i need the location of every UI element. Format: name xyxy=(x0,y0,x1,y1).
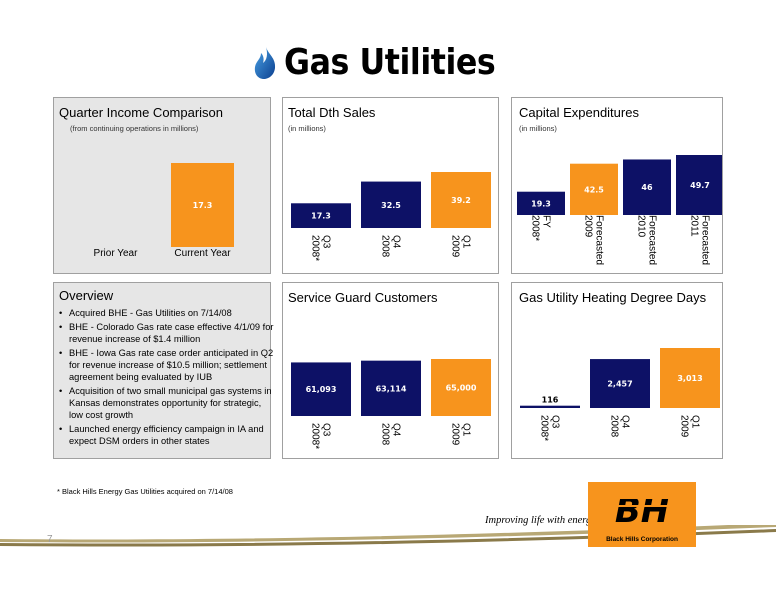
logo-label: Black Hills Corporation xyxy=(606,536,678,543)
bar xyxy=(623,159,671,215)
category-label: 2010 xyxy=(636,215,647,238)
category-label: 2008 xyxy=(380,235,391,258)
category-label: Q1 xyxy=(690,415,701,429)
overview-bullet: Acquisition of two small municipal gas s… xyxy=(59,385,274,422)
quarter-income-subtitle: (from continuing operations in millions) xyxy=(70,124,199,133)
footnote: * Black Hills Energy Gas Utilities acqui… xyxy=(57,487,233,496)
overview-title: Overview xyxy=(59,288,114,303)
bar xyxy=(171,163,234,247)
service-guard-title: Service Guard Customers xyxy=(288,290,438,305)
category-label: 2008* xyxy=(539,415,550,441)
category-label: 2008 xyxy=(380,423,391,446)
company-logo: BH Black Hills Corporation xyxy=(588,482,696,547)
capex-panel xyxy=(511,97,723,274)
degree-days-panel xyxy=(511,282,723,459)
data-label: 32.5 xyxy=(381,201,401,210)
bar xyxy=(590,359,650,408)
category-label: 2008* xyxy=(310,235,321,261)
data-label: 17.3 xyxy=(193,201,213,210)
total-dth-title: Total Dth Sales xyxy=(288,105,376,120)
overview-bullet: BHE - Colorado Gas rate case effective 4… xyxy=(59,321,274,345)
page-number: 7 xyxy=(47,534,53,545)
service-guard-panel xyxy=(282,282,499,459)
overview-bullet: Launched energy efficiency campaign in I… xyxy=(59,423,274,447)
page-title-block: Gas Utilities xyxy=(0,42,776,85)
data-label: 49.7 xyxy=(690,181,710,190)
category-label: Q1 xyxy=(461,235,472,249)
category-label: 2011 xyxy=(689,215,700,237)
bar xyxy=(431,172,491,228)
category-label: 2009 xyxy=(679,415,690,438)
total-dth-panel xyxy=(282,97,499,274)
bar xyxy=(361,181,421,228)
bh-logo-icon: BH xyxy=(610,491,674,531)
bar xyxy=(570,163,618,215)
total-dth-subtitle: (in millions) xyxy=(288,124,326,133)
category-label: 2008 xyxy=(609,415,620,438)
page-title: Gas Utilities xyxy=(283,42,496,83)
quarter-income-panel xyxy=(53,97,271,274)
category-label: 2009 xyxy=(583,215,594,238)
category-label: Forecasted xyxy=(700,215,711,265)
category-label: Forecasted xyxy=(647,215,658,265)
data-label: 3,013 xyxy=(677,374,702,383)
data-label: 116 xyxy=(542,396,559,405)
overview-list: Acquired BHE - Gas Utilities on 7/14/08 … xyxy=(59,307,274,449)
data-label: 42.5 xyxy=(584,185,604,194)
category-label: Q3 xyxy=(321,423,332,437)
data-label: 17.3 xyxy=(311,212,331,221)
bar xyxy=(660,348,720,408)
bar xyxy=(517,191,565,215)
capex-chart: 19.3FY2008*42.5Forecasted200946Forecaste… xyxy=(517,155,722,265)
bar xyxy=(431,359,491,416)
category-label: 2008* xyxy=(310,423,321,449)
slogan: Improving life with energy xyxy=(485,515,596,526)
degree-days-title: Gas Utility Heating Degree Days xyxy=(519,290,707,305)
bar xyxy=(520,405,580,408)
quarter-income-title: Quarter Income Comparison xyxy=(59,105,224,120)
data-label: 61,093 xyxy=(306,385,337,394)
bar xyxy=(676,155,722,215)
category-label: Q4 xyxy=(391,423,402,437)
category-label: Q3 xyxy=(550,415,561,429)
data-label: 46 xyxy=(641,183,653,192)
category-label: Q3 xyxy=(321,235,332,249)
data-label: 63,114 xyxy=(376,384,407,393)
category-label: 2009 xyxy=(450,235,461,258)
overview-bullet: Acquired BHE - Gas Utilities on 7/14/08 xyxy=(59,307,274,319)
data-label: 39.2 xyxy=(451,196,471,205)
overview-bullet: BHE - Iowa Gas rate case order anticipat… xyxy=(59,347,274,384)
category-label: Q4 xyxy=(391,235,402,249)
category-label: Q4 xyxy=(620,415,631,429)
capex-subtitle: (in millions) xyxy=(519,124,557,133)
category-label: Prior Year xyxy=(94,248,139,259)
category-label: 2008* xyxy=(530,215,541,241)
category-label: FY xyxy=(541,215,552,228)
category-label: Forecasted xyxy=(594,215,605,265)
bar xyxy=(361,360,421,416)
data-label: 19.3 xyxy=(531,199,551,208)
flame-icon xyxy=(254,46,276,79)
category-label: 2009 xyxy=(450,423,461,446)
data-label: 65,000 xyxy=(446,384,477,393)
category-label: Current Year xyxy=(174,248,231,259)
capex-title: Capital Expenditures xyxy=(519,105,639,120)
category-label: Q1 xyxy=(461,423,472,437)
bar xyxy=(291,362,351,416)
quarter-income-chart: Prior Year 17.3 Current Year xyxy=(94,163,234,259)
data-label: 2,457 xyxy=(607,380,632,389)
bar xyxy=(291,203,351,228)
